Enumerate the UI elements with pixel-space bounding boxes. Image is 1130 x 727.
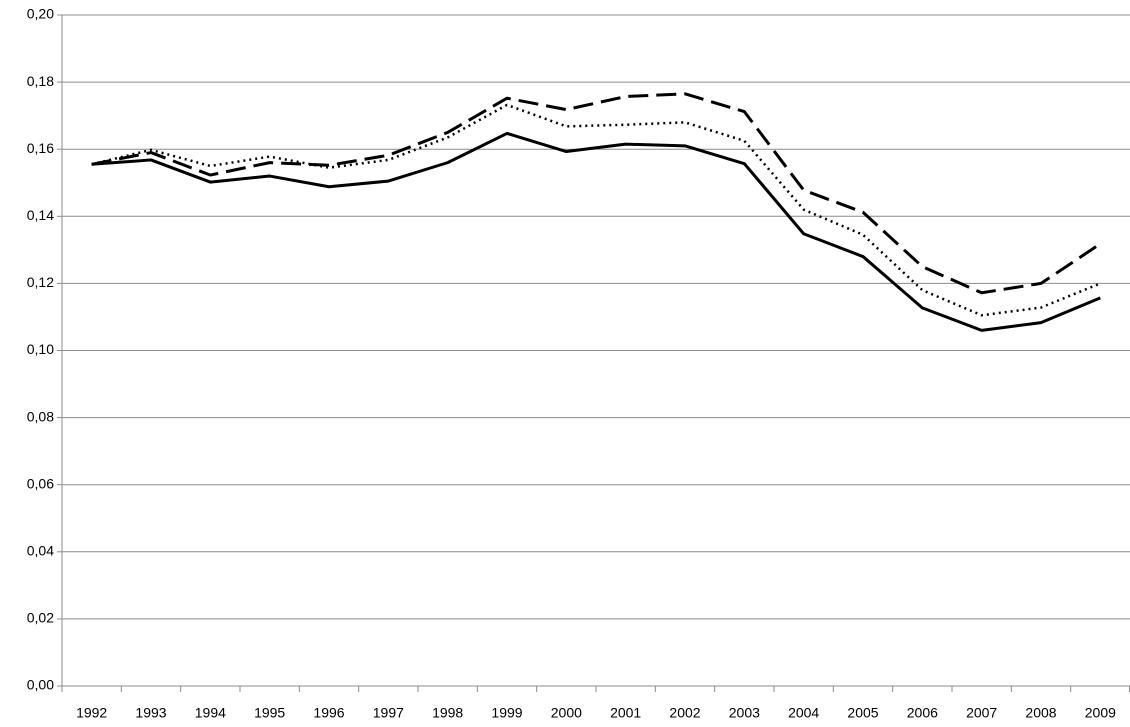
x-tick-label: 1993 [135,705,166,721]
x-tick-label: 2003 [729,705,760,721]
x-tick-label: 2006 [907,705,938,721]
x-tick-label: 1996 [313,705,344,721]
y-tick-label: 0,12 [27,274,54,290]
x-tick-label: 2005 [847,705,878,721]
y-tick-label: 0,20 [27,6,54,22]
y-tick-label: 0,04 [27,543,54,559]
x-tick-label: 2001 [610,705,641,721]
x-tick-label: 1999 [491,705,522,721]
x-tick-label: 2009 [1085,705,1116,721]
x-tick-label: 1997 [373,705,404,721]
y-tick-label: 0,02 [27,610,54,626]
y-tick-label: 0,14 [27,207,54,223]
y-tick-label: 0,18 [27,73,54,89]
y-tick-label: 0,08 [27,408,54,424]
x-tick-label: 2008 [1025,705,1056,721]
x-tick-label: 2007 [966,705,997,721]
x-tick-label: 1994 [195,705,226,721]
x-tick-label: 2004 [788,705,819,721]
y-tick-label: 0,06 [27,475,54,491]
series-line [91,92,1102,295]
x-tick-label: 2000 [551,705,582,721]
x-tick-label: 1992 [76,705,107,721]
x-tick-label: 2002 [669,705,700,721]
x-tick-label: 1995 [254,705,285,721]
y-tick-label: 0,10 [27,341,54,357]
series-line [91,103,1101,317]
x-tick-label: 1998 [432,705,463,721]
y-tick-label: 0,16 [27,140,54,156]
y-tick-label: 0,00 [27,677,54,693]
series-line [91,131,1101,332]
